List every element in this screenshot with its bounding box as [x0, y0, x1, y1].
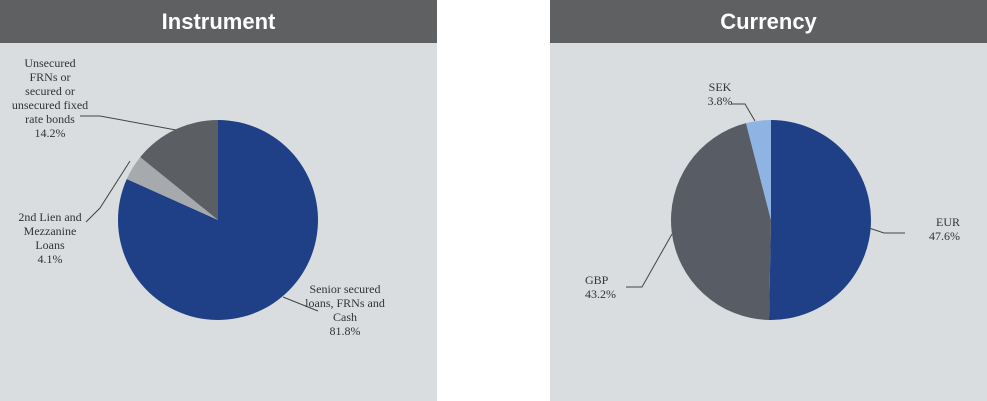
- value-label: 81.8%: [329, 324, 361, 338]
- category-label: Unsecured FRNs or secured or unsecured f…: [11, 56, 89, 126]
- pie-slice: [746, 120, 771, 220]
- slice-label: GBP 43.2%: [585, 273, 645, 301]
- category-label: GBP: [585, 273, 609, 287]
- pie-slice: [769, 120, 871, 320]
- category-label: SEK: [708, 80, 732, 94]
- chart-title: Currency: [550, 0, 987, 43]
- slice-label: SEK 3.8%: [690, 80, 750, 108]
- pie-slice: [126, 157, 218, 220]
- category-label: EUR: [936, 215, 960, 229]
- leader-line: [282, 296, 319, 312]
- chart-title: Instrument: [0, 0, 437, 43]
- value-label: 14.2%: [34, 126, 66, 140]
- slice-label: Senior secured loans, FRNs and Cash 81.8%: [305, 282, 385, 338]
- leader-line: [731, 103, 756, 122]
- pie-slice: [140, 120, 218, 220]
- slice-label: Unsecured FRNs or secured or unsecured f…: [10, 56, 90, 140]
- value-label: 3.8%: [707, 94, 733, 108]
- pie-slice: [670, 123, 771, 320]
- leader-line: [80, 115, 177, 131]
- value-label: 43.2%: [585, 287, 616, 301]
- leader-line: [85, 160, 131, 223]
- slice-label: 2nd Lien and Mezzanine Loans 4.1%: [10, 210, 90, 266]
- value-label: 4.1%: [37, 252, 63, 266]
- value-label: 47.6%: [929, 229, 960, 243]
- slice-label: EUR 47.6%: [900, 215, 960, 243]
- panel: Instrument: [0, 0, 437, 401]
- category-label: 2nd Lien and Mezzanine Loans: [18, 210, 82, 252]
- leader-line: [626, 233, 673, 288]
- panel: Currency: [550, 0, 987, 401]
- leader-line: [868, 227, 905, 234]
- category-label: Senior secured loans, FRNs and Cash: [305, 282, 385, 324]
